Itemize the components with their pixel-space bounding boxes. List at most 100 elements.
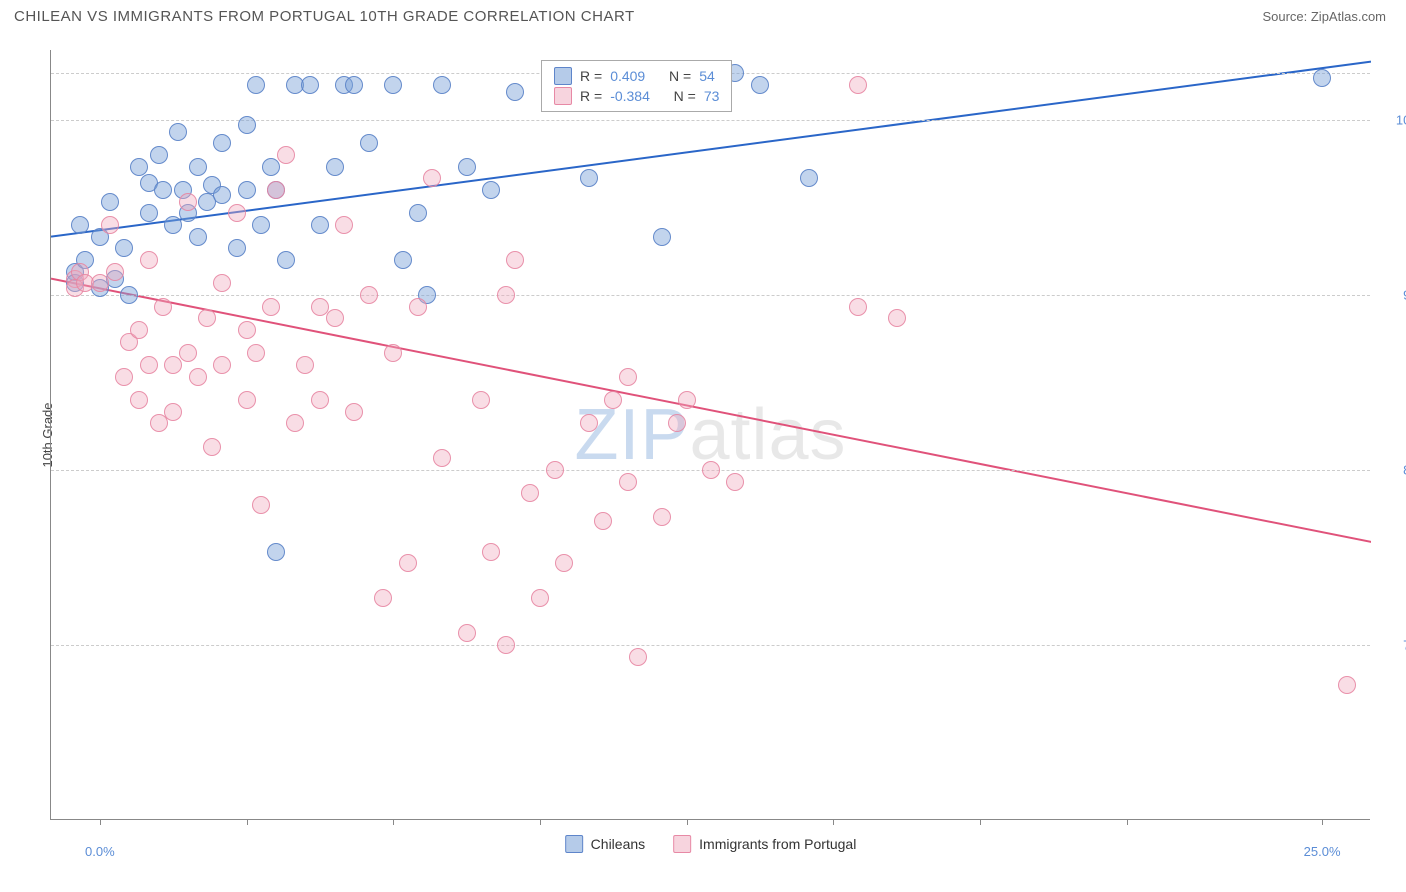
- scatter-point: [458, 624, 476, 642]
- legend-item: Chileans: [565, 835, 645, 853]
- legend-stats: R = 0.409 N = 54R = -0.384 N = 73: [541, 60, 732, 112]
- scatter-point: [164, 403, 182, 421]
- scatter-point: [653, 228, 671, 246]
- legend-stats-row: R = 0.409 N = 54: [554, 67, 719, 85]
- scatter-point: [326, 309, 344, 327]
- scatter-point: [140, 356, 158, 374]
- legend-swatch: [565, 835, 583, 853]
- scatter-point: [252, 496, 270, 514]
- scatter-point: [247, 76, 265, 94]
- y-tick-label: 100.0%: [1396, 113, 1406, 128]
- scatter-point: [106, 263, 124, 281]
- x-tick-label: 25.0%: [1304, 844, 1341, 859]
- x-tick: [1322, 819, 1323, 825]
- n-value: 73: [704, 88, 720, 104]
- scatter-point: [497, 286, 515, 304]
- scatter-point: [130, 391, 148, 409]
- scatter-point: [189, 368, 207, 386]
- scatter-point: [521, 484, 539, 502]
- legend-label: Immigrants from Portugal: [699, 836, 856, 852]
- scatter-point: [800, 169, 818, 187]
- plot-area: ZIPatlas 77.5%85.0%92.5%100.0%0.0%25.0%R…: [50, 50, 1370, 820]
- scatter-point: [374, 589, 392, 607]
- scatter-point: [164, 216, 182, 234]
- x-tick: [980, 819, 981, 825]
- scatter-point: [345, 403, 363, 421]
- scatter-point: [506, 83, 524, 101]
- scatter-point: [1338, 676, 1356, 694]
- scatter-point: [619, 368, 637, 386]
- scatter-point: [189, 158, 207, 176]
- x-tick: [393, 819, 394, 825]
- x-tick-label: 0.0%: [85, 844, 115, 859]
- scatter-point: [668, 414, 686, 432]
- scatter-point: [531, 589, 549, 607]
- r-value: -0.384: [610, 88, 650, 104]
- scatter-point: [555, 554, 573, 572]
- legend-stats-row: R = -0.384 N = 73: [554, 87, 719, 105]
- scatter-point: [726, 473, 744, 491]
- scatter-point: [580, 414, 598, 432]
- scatter-point: [326, 158, 344, 176]
- scatter-point: [238, 116, 256, 134]
- scatter-point: [399, 554, 417, 572]
- scatter-point: [594, 512, 612, 530]
- scatter-point: [506, 251, 524, 269]
- legend-label: Chileans: [591, 836, 645, 852]
- scatter-point: [262, 298, 280, 316]
- scatter-point: [198, 309, 216, 327]
- x-tick: [687, 819, 688, 825]
- scatter-point: [384, 76, 402, 94]
- scatter-point: [678, 391, 696, 409]
- scatter-point: [311, 391, 329, 409]
- r-label: R =: [580, 68, 602, 84]
- scatter-point: [1313, 69, 1331, 87]
- scatter-point: [130, 158, 148, 176]
- x-tick: [833, 819, 834, 825]
- scatter-point: [580, 169, 598, 187]
- scatter-point: [179, 193, 197, 211]
- scatter-point: [238, 391, 256, 409]
- scatter-point: [71, 216, 89, 234]
- scatter-point: [497, 636, 515, 654]
- scatter-point: [228, 239, 246, 257]
- n-label: N =: [674, 88, 696, 104]
- scatter-point: [653, 508, 671, 526]
- scatter-point: [301, 76, 319, 94]
- scatter-point: [360, 286, 378, 304]
- scatter-point: [101, 216, 119, 234]
- scatter-point: [345, 76, 363, 94]
- scatter-point: [154, 181, 172, 199]
- scatter-point: [252, 216, 270, 234]
- trend-line: [51, 279, 1371, 552]
- chart-area: 10th Grade ZIPatlas 77.5%85.0%92.5%100.0…: [50, 50, 1370, 820]
- scatter-point: [262, 158, 280, 176]
- legend-bottom: Chileans Immigrants from Portugal: [565, 835, 857, 853]
- scatter-point: [130, 321, 148, 339]
- scatter-point: [286, 414, 304, 432]
- scatter-point: [360, 134, 378, 152]
- scatter-point: [213, 186, 231, 204]
- scatter-point: [150, 146, 168, 164]
- scatter-point: [150, 414, 168, 432]
- trend-lines: [51, 50, 1371, 820]
- watermark-zip: ZIP: [574, 395, 689, 475]
- scatter-point: [115, 368, 133, 386]
- chart-title: CHILEAN VS IMMIGRANTS FROM PORTUGAL 10TH…: [14, 8, 635, 25]
- n-label: N =: [669, 68, 691, 84]
- scatter-point: [140, 251, 158, 269]
- x-tick: [100, 819, 101, 825]
- scatter-point: [751, 76, 769, 94]
- scatter-point: [238, 321, 256, 339]
- scatter-point: [849, 298, 867, 316]
- n-value: 54: [699, 68, 715, 84]
- scatter-point: [169, 123, 187, 141]
- scatter-point: [335, 216, 353, 234]
- r-label: R =: [580, 88, 602, 104]
- scatter-point: [164, 356, 182, 374]
- scatter-point: [629, 648, 647, 666]
- scatter-point: [179, 344, 197, 362]
- scatter-point: [409, 204, 427, 222]
- x-tick: [540, 819, 541, 825]
- scatter-point: [604, 391, 622, 409]
